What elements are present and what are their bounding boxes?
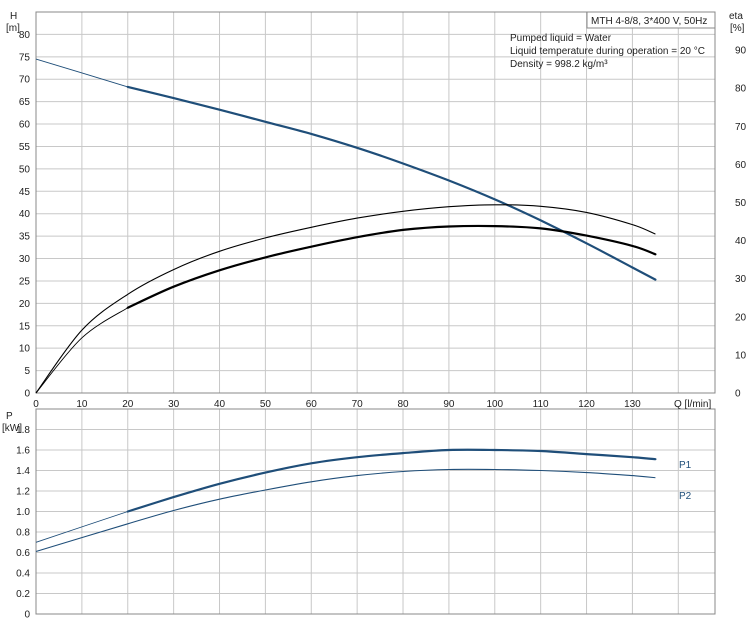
eta-tick-label: 20 — [735, 312, 747, 323]
h-tick-label: 25 — [19, 276, 31, 287]
model-label: MTH 4-8/8, 3*400 V, 50Hz — [591, 16, 707, 27]
h-tick-label: 10 — [19, 344, 31, 355]
q-tick-label: 120 — [578, 399, 595, 410]
h-tick-label: 0 — [24, 389, 30, 400]
q-tick-label: 100 — [486, 399, 503, 410]
info-line-density: Density = 998.2 kg/m³ — [510, 59, 608, 70]
h-curve-operating — [126, 85, 657, 281]
q-tick-label: 110 — [533, 399, 549, 410]
p-tick-label: 1.6 — [16, 446, 30, 457]
grid-layer — [35, 11, 716, 615]
h-tick-label: 50 — [19, 164, 31, 175]
eta-curve-thick-operating — [126, 224, 657, 309]
eta-tick-label: 50 — [735, 198, 747, 209]
eta-tick-label: 10 — [735, 350, 747, 361]
h-tick-label: 20 — [19, 299, 31, 310]
eta-tick-label: 60 — [735, 160, 747, 171]
p-tick-label: 1.8 — [16, 425, 30, 436]
info-line-liquid: Pumped liquid = Water — [510, 33, 612, 44]
h-tick-label: 5 — [24, 366, 30, 377]
eta-tick-label: 30 — [735, 274, 747, 285]
p-tick-label: 0.2 — [16, 589, 30, 600]
eta-tick-label: 70 — [735, 122, 747, 133]
q-tick-label: 10 — [76, 399, 88, 410]
h-tick-label: 30 — [19, 254, 31, 265]
q-tick-label: 20 — [122, 399, 134, 410]
h-tick-label: 55 — [19, 142, 31, 153]
eta-axis-label: eta — [729, 11, 743, 22]
lower-plot-frame — [35, 408, 716, 615]
h-tick-label: 80 — [19, 30, 31, 41]
eta-axis-unit: [%] — [730, 23, 745, 34]
p-tick-label: 1.4 — [16, 466, 30, 477]
q-tick-label: 40 — [214, 399, 226, 410]
p-tick-label: 0.8 — [16, 528, 30, 539]
p-tick-label: 0 — [24, 610, 30, 621]
q-tick-label: 70 — [352, 399, 364, 410]
h-tick-label: 60 — [19, 120, 31, 131]
upper-plot-frame — [35, 11, 716, 394]
h-tick-label: 35 — [19, 232, 31, 243]
model-box — [586, 11, 716, 29]
p-axis-label: P — [6, 411, 13, 422]
axes-layer: 0 5 10 15 20 25 30 35 40 45 50 55 60 65 70 75 80 0 10 20 30 4… — [16, 30, 746, 621]
p-tick-label: 1.2 — [16, 487, 30, 498]
eta-tick-label: 80 — [735, 84, 747, 95]
h-axis-label: H — [10, 11, 17, 22]
h-tick-label: 40 — [19, 209, 31, 220]
q-tick-label: 80 — [397, 399, 409, 410]
p1-curve-low-flow — [35, 511, 128, 543]
series-label-p2: P2 — [679, 491, 692, 502]
series-layer — [35, 58, 657, 553]
eta-curve-thick-low-flow — [35, 307, 129, 394]
q-tick-label: 60 — [306, 399, 318, 410]
p-axis-unit: [kW] — [2, 423, 22, 434]
series-label-p1: P1 — [679, 460, 692, 471]
info-panel: MTH 4-8/8, 3*400 V, 50Hz Pumped liquid =… — [510, 11, 716, 70]
p2-curve — [35, 468, 656, 553]
eta-curve-thin — [35, 204, 656, 394]
q-axis-label: Q [l/min] — [674, 399, 711, 410]
h-tick-label: 75 — [19, 52, 31, 63]
p-tick-label: 0.4 — [16, 569, 30, 580]
eta-tick-label: 40 — [735, 236, 747, 247]
q-tick-label: 90 — [443, 399, 455, 410]
p1-curve-operating — [126, 448, 657, 513]
h-axis-unit: [m] — [6, 23, 20, 34]
p-tick-label: 0.6 — [16, 548, 30, 559]
eta-tick-label: 90 — [735, 46, 747, 57]
h-tick-label: 70 — [19, 75, 31, 86]
h-tick-label: 65 — [19, 97, 31, 108]
q-tick-label: 30 — [168, 399, 180, 410]
h-curve-low-flow — [35, 58, 128, 88]
q-tick-label: 130 — [624, 399, 641, 410]
q-tick-label: 0 — [33, 399, 39, 410]
h-tick-label: 15 — [19, 321, 31, 332]
q-tick-label: 50 — [260, 399, 272, 410]
info-line-temperature: Liquid temperature during operation = 20… — [510, 46, 705, 57]
h-tick-label: 45 — [19, 187, 31, 198]
eta-tick-label: 0 — [735, 389, 741, 400]
p-tick-label: 1.0 — [16, 507, 30, 518]
